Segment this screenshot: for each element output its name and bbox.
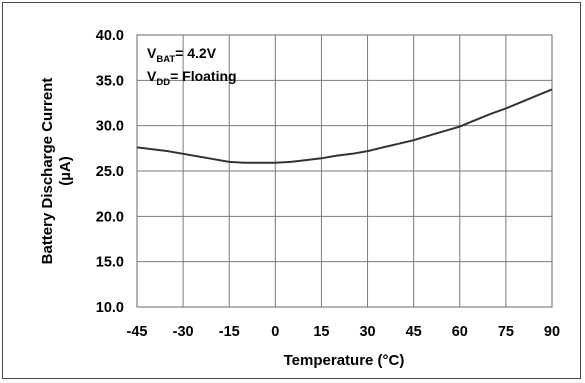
- y-tick-label: 10.0: [96, 300, 124, 316]
- series-line: [136, 88, 553, 164]
- x-tick-label: 0: [271, 324, 279, 340]
- annotation-vdd: VDD= Floating: [147, 68, 237, 88]
- x-axis-title: Temperature (°C): [284, 352, 405, 369]
- x-tick-label: 75: [498, 324, 514, 340]
- plot-border: [136, 34, 553, 308]
- x-tick-label: -30: [173, 324, 194, 340]
- y-tick-label: 35.0: [96, 73, 124, 89]
- annotation-vdd-main: V: [147, 68, 157, 84]
- x-tick-label: -45: [127, 324, 148, 340]
- x-tick-label: -15: [219, 324, 240, 340]
- x-tick-label: 60: [452, 324, 468, 340]
- annotation-vbat-rest: = 4.2V: [175, 45, 217, 61]
- x-tick-labels: -45 -30 -15 0 15 30 45 60 75 90: [127, 324, 561, 340]
- x-tick-label: 90: [544, 324, 560, 340]
- annotation-vbat-sub: BAT: [156, 54, 175, 65]
- y-tick-labels: 10.0 15.0 20.0 25.0 30.0 35.0 40.0: [96, 28, 124, 316]
- x-tick-label: 30: [359, 324, 375, 340]
- grid-lines: [137, 35, 552, 307]
- chart-frame: [2, 2, 581, 379]
- y-tick-label: 15.0: [96, 255, 124, 271]
- x-tick-label: 45: [406, 324, 422, 340]
- y-tick-label: 20.0: [96, 209, 124, 225]
- annotation-vdd-rest: = Floating: [170, 68, 237, 84]
- annotation-vbat-main: V: [147, 45, 157, 61]
- x-tick-label: 15: [313, 324, 329, 340]
- y-tick-label: 25.0: [96, 164, 124, 180]
- y-axis-title-line2: (µA): [57, 156, 74, 185]
- y-axis-title-line1: Battery Discharge Current: [39, 78, 56, 265]
- annotation-vbat: VBAT= 4.2V: [147, 45, 217, 65]
- y-tick-label: 40.0: [96, 28, 124, 44]
- y-tick-label: 30.0: [96, 119, 124, 135]
- annotation-vdd-sub: DD: [156, 77, 170, 88]
